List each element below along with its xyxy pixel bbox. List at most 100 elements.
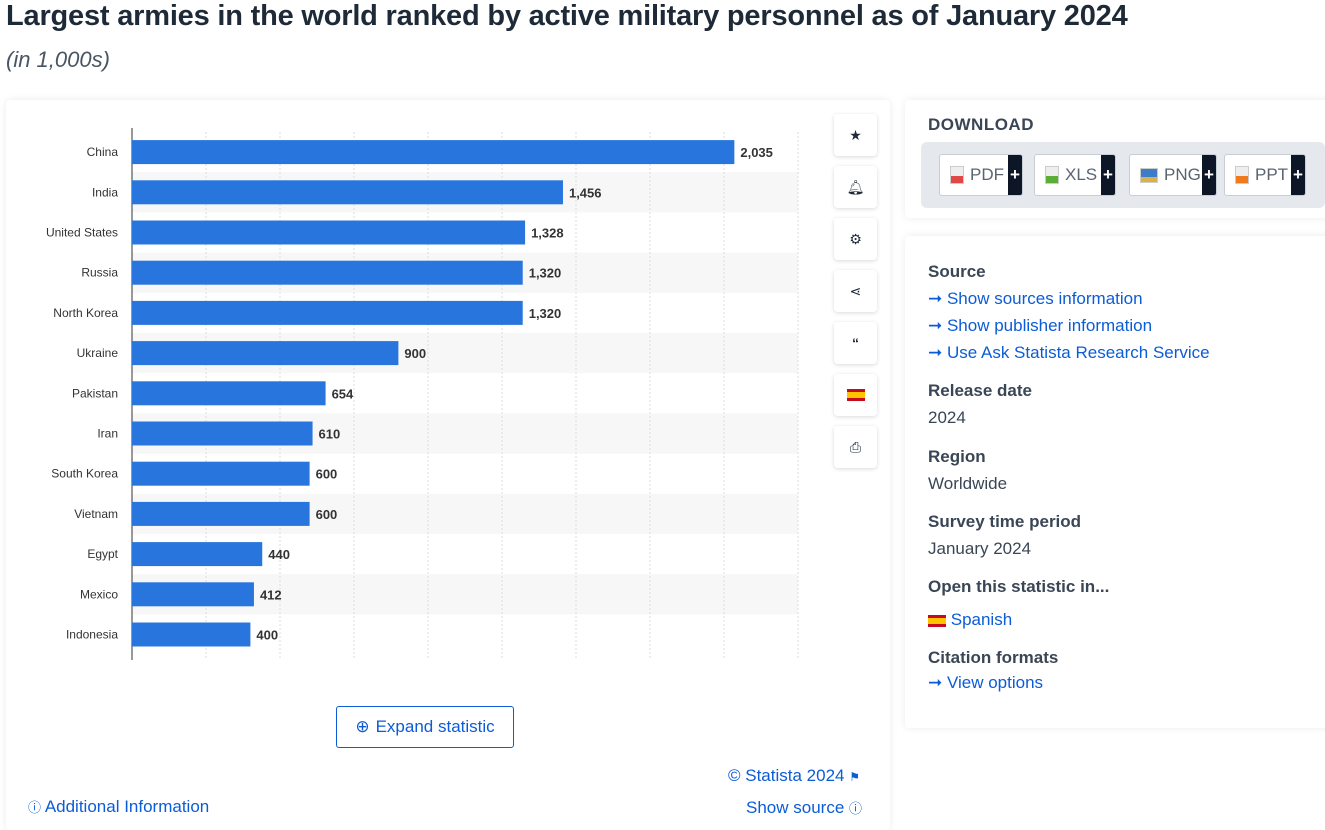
- ppt-label: PPT: [1255, 165, 1289, 184]
- link-text: Spanish: [950, 610, 1013, 629]
- category-label: United States: [46, 226, 118, 240]
- category-label: Vietnam: [74, 507, 118, 521]
- share-icon: ⋖: [849, 282, 862, 299]
- download-pdf-button[interactable]: PDF +: [939, 154, 1023, 196]
- data-label: 900: [404, 346, 426, 361]
- pdf-file-icon: [950, 166, 964, 184]
- cite-button[interactable]: “: [834, 322, 877, 364]
- bar-pakistan: [132, 381, 326, 406]
- release-date-value: 2024: [928, 408, 966, 427]
- plus-icon: +: [1008, 155, 1022, 195]
- bar-iran: [132, 421, 313, 446]
- language-button[interactable]: [834, 374, 877, 416]
- additional-information-link[interactable]: ⓘ Additional Information: [28, 797, 209, 817]
- gear-icon: ⚙: [849, 230, 862, 247]
- bar-egypt: [132, 542, 263, 567]
- data-label: 600: [316, 467, 338, 482]
- download-ppt-button[interactable]: PPT +: [1224, 154, 1306, 196]
- category-label: Indonesia: [66, 628, 118, 642]
- bar-vietnam: [132, 501, 310, 526]
- notification-button[interactable]: 🔔︎: [834, 166, 877, 208]
- category-label: South Korea: [51, 467, 118, 481]
- category-label: Iran: [97, 427, 118, 441]
- data-label: 440: [268, 547, 290, 562]
- category-label: Pakistan: [72, 386, 118, 400]
- data-label: 1,320: [529, 306, 562, 321]
- favorite-button[interactable]: ★: [834, 114, 877, 156]
- data-label: 1,320: [529, 266, 562, 281]
- category-label: China: [87, 145, 119, 159]
- ppt-file-icon: [1235, 166, 1249, 184]
- data-label: 1,456: [569, 185, 602, 200]
- region-label: Region: [928, 447, 986, 466]
- bar-russia: [132, 260, 523, 285]
- copyright-link[interactable]: © Statista 2024 ⚑: [728, 766, 860, 786]
- bar-south-korea: [132, 461, 310, 486]
- download-png-button[interactable]: PNG +: [1129, 154, 1217, 196]
- show-publisher-link[interactable]: ➞ Show publisher information: [928, 316, 1153, 335]
- bar-china: [132, 140, 735, 165]
- print-icon: ⎙: [849, 438, 862, 455]
- additional-label: Additional Information: [44, 797, 210, 816]
- info-icon: ⓘ: [849, 801, 863, 816]
- xls-label: XLS: [1065, 165, 1098, 184]
- plus-icon: +: [1291, 155, 1305, 195]
- data-label: 654: [332, 386, 354, 401]
- expand-statistic-button[interactable]: ⊕ Expand statistic: [336, 706, 514, 748]
- region-value: Worldwide: [928, 474, 1008, 493]
- open-in-label: Open this statistic in...: [928, 577, 1110, 596]
- download-xls-button[interactable]: XLS +: [1034, 154, 1116, 196]
- info-panel: Source ➞ Show sources information ➞ Show…: [905, 236, 1325, 728]
- print-button[interactable]: ⎙: [834, 426, 877, 468]
- bar-north-korea: [132, 300, 523, 325]
- show-sources-link[interactable]: ➞ Show sources information: [928, 289, 1143, 308]
- category-label: Egypt: [87, 547, 118, 561]
- show-source-link[interactable]: Show source ⓘ: [746, 798, 862, 818]
- open-spanish-link[interactable]: Spanish: [928, 610, 1012, 630]
- flag-icon: ⚑: [849, 770, 860, 784]
- view-options-link[interactable]: ➞ View options: [928, 673, 1044, 692]
- category-label: India: [92, 185, 118, 199]
- link-text: Show publisher information: [946, 316, 1153, 335]
- ask-statista-link[interactable]: ➞ Use Ask Statista Research Service: [928, 343, 1210, 362]
- quote-icon: “: [852, 335, 859, 351]
- category-label: Ukraine: [77, 346, 119, 360]
- download-panel: DOWNLOAD PDF + XLS + PNG + PPT +: [905, 100, 1325, 218]
- share-button[interactable]: ⋖: [834, 270, 877, 312]
- bar-indonesia: [132, 622, 251, 647]
- png-label: PNG: [1164, 165, 1201, 184]
- survey-period-value: January 2024: [928, 539, 1032, 558]
- page-subtitle: (in 1,000s): [6, 47, 110, 72]
- png-image-icon: [1140, 167, 1158, 183]
- bar-ukraine: [132, 341, 399, 366]
- settings-button[interactable]: ⚙: [834, 218, 877, 260]
- chart-toolbar: ★ 🔔︎ ⚙ ⋖ “ ⎙: [834, 114, 877, 478]
- category-label: Mexico: [80, 587, 118, 601]
- chart-card: China 2,035 India 1,456 United States 1,328 Ru…: [6, 100, 890, 830]
- bar-india: [132, 180, 563, 205]
- show-source-label: Show source: [746, 798, 845, 817]
- page-title: Largest armies in the world ranked by ac…: [6, 0, 1128, 32]
- category-label: Russia: [81, 266, 118, 280]
- data-label: 610: [319, 427, 341, 442]
- spanish-flag-icon: [846, 389, 865, 401]
- xls-file-icon: [1045, 166, 1059, 184]
- bell-icon: 🔔︎: [846, 178, 865, 195]
- bar-mexico: [132, 582, 254, 607]
- star-icon: ★: [849, 126, 862, 143]
- expand-label: Expand statistic: [375, 717, 495, 736]
- data-label: 412: [260, 587, 282, 602]
- release-date-label: Release date: [928, 381, 1032, 400]
- spanish-flag-icon: [928, 614, 946, 627]
- plus-icon: +: [1101, 155, 1115, 195]
- link-text: Use Ask Statista Research Service: [946, 343, 1210, 362]
- data-label: 600: [316, 507, 338, 522]
- link-text: View options: [946, 673, 1044, 692]
- plus-icon: +: [1202, 155, 1216, 195]
- download-title: DOWNLOAD: [928, 115, 1034, 134]
- data-label: 2,035: [740, 145, 773, 160]
- survey-period-label: Survey time period: [928, 512, 1082, 531]
- bar-united-states: [132, 220, 526, 245]
- citation-label: Citation formats: [928, 648, 1059, 667]
- bar-chart: China 2,035 India 1,456 United States 1,328 Ru…: [46, 128, 799, 660]
